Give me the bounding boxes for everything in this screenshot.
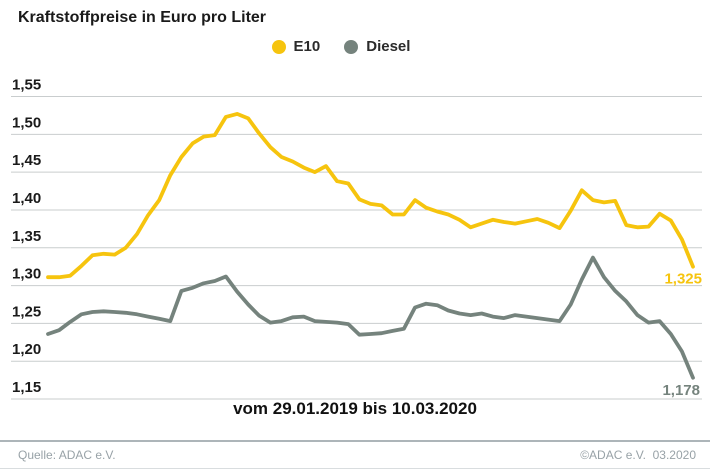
x-axis-caption: vom 29.01.2019 bis 10.03.2020 <box>233 399 477 418</box>
y-tick-label: 1,55 <box>12 77 41 94</box>
page-title: Kraftstoffpreise in Euro pro Liter <box>18 9 267 26</box>
y-tick-label: 1,50 <box>12 114 41 131</box>
series-end-label-e10: 1,325 <box>664 271 702 288</box>
e10-color-dot-icon <box>271 39 286 54</box>
chart-legend: E10 Diesel <box>0 38 696 55</box>
series-end-label-diesel: 1,178 <box>662 382 700 399</box>
legend-item-diesel: Diesel <box>344 38 410 55</box>
y-tick-label: 1,30 <box>12 266 41 283</box>
diesel-color-dot-icon <box>344 39 359 54</box>
footer-copyright: ©ADAC e.V. 03.2020 <box>580 448 696 462</box>
legend-label-e10: E10 <box>293 38 321 55</box>
series-line-diesel <box>46 255 695 380</box>
y-tick-label: 1,45 <box>12 152 41 169</box>
footer-divider <box>0 440 710 442</box>
y-tick-label: 1,20 <box>12 341 41 358</box>
y-tick-label: 1,40 <box>12 190 41 207</box>
y-tick-label: 1,35 <box>12 228 41 245</box>
series-line-e10 <box>46 112 695 280</box>
legend-item-e10: E10 <box>271 38 321 55</box>
legend-label-diesel: Diesel <box>366 38 411 55</box>
footer-bottom-line <box>0 468 710 469</box>
footer-source: Quelle: ADAC e.V. <box>18 448 116 462</box>
y-tick-label: 1,25 <box>12 303 41 320</box>
y-tick-label: 1,15 <box>12 379 41 396</box>
